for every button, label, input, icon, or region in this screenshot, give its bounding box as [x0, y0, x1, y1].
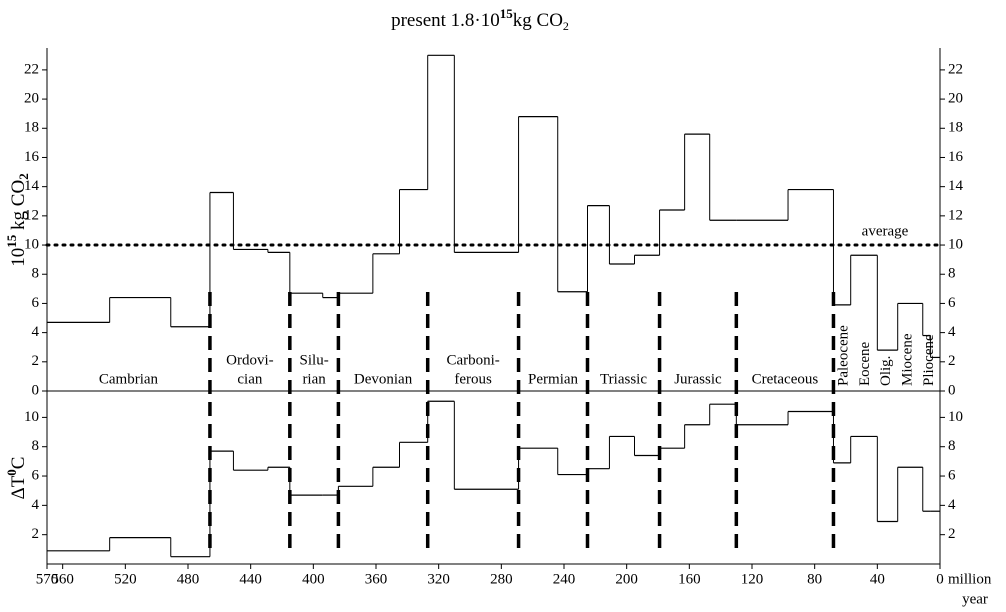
title-part: present 1.8·10: [391, 10, 500, 31]
y-tick-label: 6: [32, 295, 40, 311]
y2-tick-label: 2: [948, 353, 956, 369]
y-tick-label: 22: [24, 61, 39, 77]
y2-tick-label: 12: [948, 207, 963, 223]
title-sub: 2: [563, 19, 569, 33]
y-tick-label: 4: [32, 497, 40, 513]
y-tick-label: 8: [32, 266, 40, 282]
epoch-label: Olig.: [878, 356, 894, 386]
y2-tick-label: 6: [948, 295, 956, 311]
epoch-label: Eocene: [857, 342, 873, 386]
y2-tick-label: 10: [948, 409, 963, 425]
title-sup: 15: [500, 6, 514, 21]
x-axis-label: million: [948, 571, 992, 587]
y-tick-label: 14: [24, 178, 40, 194]
y2-tick-label: 10: [948, 236, 963, 252]
y-tick-label: 4: [32, 324, 40, 340]
y2-tick-label: 4: [948, 324, 956, 340]
y2-tick-label: 16: [948, 149, 964, 165]
x-tick-label: 440: [239, 571, 262, 587]
period-label: Permian: [528, 371, 578, 387]
epoch-label: Miocene: [899, 333, 915, 386]
x-tick-label: 240: [553, 571, 576, 587]
label-part: kg CO: [8, 180, 29, 235]
title-part: kg CO: [513, 10, 563, 31]
x-tick-label: 400: [302, 571, 325, 587]
x-tick-label: 160: [678, 571, 701, 587]
y-tick-label: 0: [32, 382, 40, 398]
x-tick-label: 200: [615, 571, 638, 587]
period-label: Triassic: [600, 371, 647, 387]
x-tick-label: 360: [365, 571, 388, 587]
period-label: Jurassic: [674, 371, 722, 387]
period-label: Carboni-: [446, 352, 499, 368]
y-axis-label: 1015 kg CO2: [4, 173, 31, 266]
period-label: cian: [237, 371, 262, 387]
y2-tick-label: 14: [948, 178, 964, 194]
label-part: C: [8, 456, 29, 469]
label-part: ΔT: [8, 475, 29, 499]
y-tick-label: 8: [32, 438, 40, 454]
y2-tick-label: 6: [948, 467, 956, 483]
y2-tick-label: 8: [948, 266, 956, 282]
period-label: Cambrian: [99, 371, 159, 387]
y-tick-label: 12: [24, 207, 39, 223]
epoch-label: Paleocene: [836, 325, 852, 386]
y2-tick-label: 22: [948, 61, 963, 77]
y-tick-label: 2: [32, 353, 40, 369]
average-label: average: [862, 223, 909, 239]
period-label: Ordovi-: [226, 352, 274, 368]
y-tick-label: 2: [32, 526, 40, 542]
y-axis-label: ΔT0C: [4, 456, 29, 499]
y2-tick-label: 4: [948, 497, 956, 513]
label-sup: 0: [4, 469, 19, 476]
x-tick-label: 480: [177, 571, 200, 587]
y2-tick-label: 20: [948, 91, 963, 107]
y2-tick-label: 8: [948, 438, 956, 454]
y-tick-label: 10: [24, 409, 39, 425]
y2-tick-label: 2: [948, 526, 956, 542]
y-tick-label: 18: [24, 120, 39, 136]
label-sub: 2: [16, 173, 31, 180]
period-label: Cretaceous: [752, 371, 819, 387]
period-label: ferous: [454, 371, 492, 387]
y2-tick-label: 18: [948, 120, 963, 136]
x-tick-label: 560: [51, 571, 74, 587]
epoch-label: Pliocene: [921, 334, 937, 386]
x-tick-label: 520: [114, 571, 137, 587]
period-label: Devonian: [354, 371, 413, 387]
x-tick-label: 570: [36, 571, 59, 587]
y-tick-label: 20: [24, 91, 39, 107]
y-tick-label: 6: [32, 467, 40, 483]
label-part: 10: [8, 248, 29, 267]
x-tick-label: 0: [936, 571, 944, 587]
period-label: Silu-: [300, 352, 329, 368]
x-tick-label: 40: [870, 571, 885, 587]
y-tick-label: 16: [24, 149, 40, 165]
period-label: rian: [302, 371, 326, 387]
y-tick-label: 10: [24, 236, 39, 252]
x-tick-label: 120: [741, 571, 764, 587]
x-tick-label: 80: [807, 571, 822, 587]
x-tick-label: 280: [490, 571, 513, 587]
label-sup: 15: [4, 234, 19, 248]
y2-tick-label: 0: [948, 382, 956, 398]
x-axis-label: year: [962, 591, 988, 607]
x-tick-label: 320: [427, 571, 450, 587]
chart-title: present 1.8·1015kg CO2: [391, 6, 569, 33]
